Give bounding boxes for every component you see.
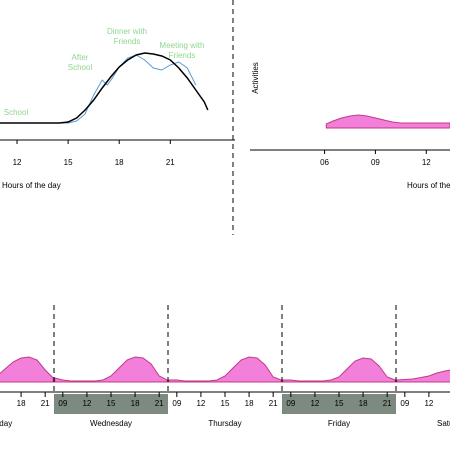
x-tick-label: 09 [286, 399, 295, 408]
annotation: School [4, 108, 29, 117]
x-tick-label: 18 [131, 399, 140, 408]
annotation: Dinner with [107, 27, 147, 36]
x-tick-label: 12 [310, 399, 319, 408]
x-tick-label: 21 [166, 158, 175, 167]
x-axis-label: Hours of the day [407, 181, 450, 190]
x-tick-label: 18 [359, 399, 368, 408]
x-tick-label: 15 [335, 399, 344, 408]
x-tick-label: 21 [383, 399, 392, 408]
x-tick-label: 12 [82, 399, 91, 408]
x-tick-label: 12 [196, 399, 205, 408]
x-tick-label: 21 [269, 399, 278, 408]
annotation: Meeting with [160, 41, 205, 50]
x-tick-label: 09 [172, 399, 181, 408]
x-tick-label: 18 [245, 399, 254, 408]
annotation: Friends [114, 37, 141, 46]
day-highlight [282, 394, 396, 414]
x-tick-label: 09 [371, 158, 380, 167]
x-tick-label: 18 [115, 158, 124, 167]
area [396, 369, 450, 383]
day-highlight [54, 394, 168, 414]
area [54, 356, 168, 383]
x-tick-label: 21 [41, 399, 50, 408]
day-label: Saturday [437, 419, 450, 428]
day-label: Friday [328, 419, 350, 428]
area [0, 356, 54, 383]
day-label: Wednesday [90, 419, 132, 428]
x-tick-label: 09 [58, 399, 67, 408]
x-tick-label: 18 [17, 399, 26, 408]
y-axis-label: Activities [251, 62, 260, 94]
day-label: Thursday [208, 419, 241, 428]
day-label: Tuesday [0, 419, 12, 428]
x-tick-label: 15 [107, 399, 116, 408]
x-tick-label: 15 [221, 399, 230, 408]
x-tick-label: 15 [64, 158, 73, 167]
x-axis-label: Hours of the day [2, 181, 61, 190]
x-tick-label: 12 [422, 158, 431, 167]
x-tick-label: 06 [320, 158, 329, 167]
x-tick-label: 09 [400, 399, 409, 408]
annotation: School [68, 63, 93, 72]
x-tick-label: 12 [13, 158, 22, 167]
line [0, 52, 209, 124]
area [325, 114, 450, 129]
x-tick-label: 21 [155, 399, 164, 408]
area [168, 356, 282, 383]
x-tick-label: 12 [424, 399, 433, 408]
annotation: After [72, 53, 89, 62]
area [282, 357, 396, 383]
annotation: Friends [169, 51, 196, 60]
